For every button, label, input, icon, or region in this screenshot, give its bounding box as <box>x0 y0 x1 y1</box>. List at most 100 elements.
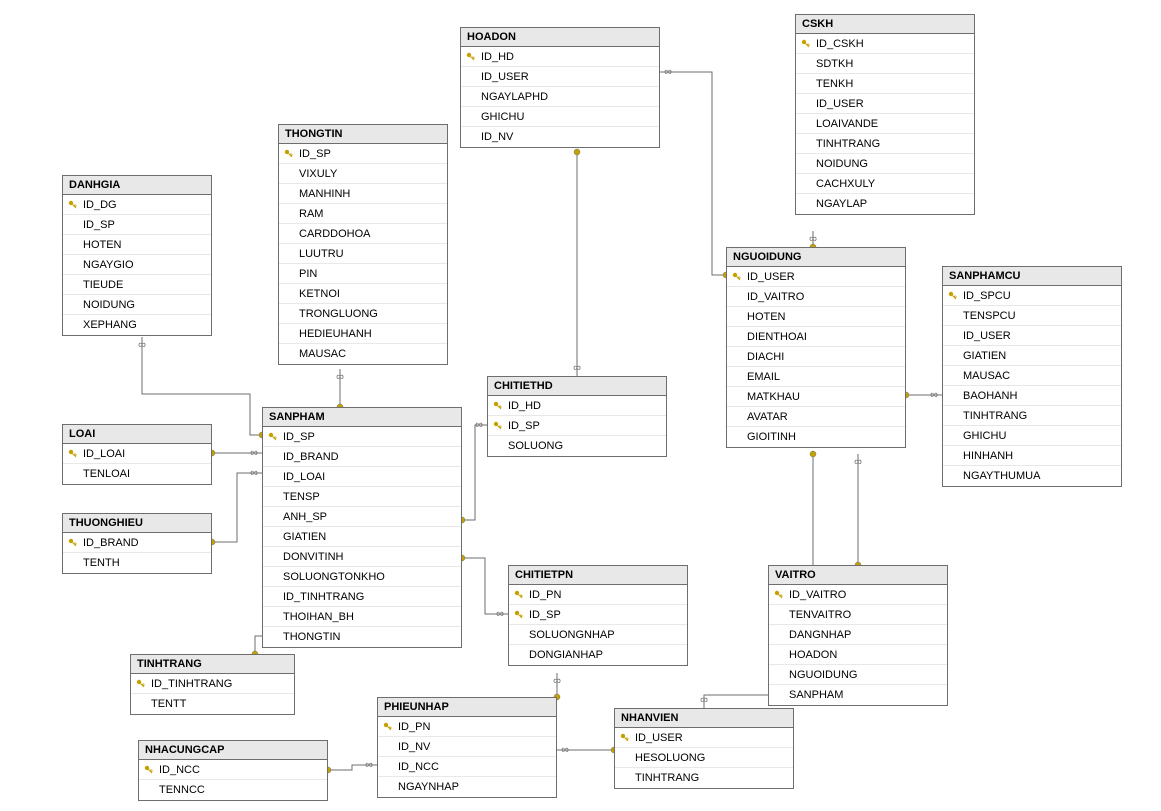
column-row[interactable]: TENKH <box>796 74 974 94</box>
column-row[interactable]: TRONGLUONG <box>279 304 447 324</box>
column-row[interactable]: DONVITINH <box>263 547 461 567</box>
table-nguoidung[interactable]: NGUOIDUNGID_USERID_VAITROHOTENDIENTHOAID… <box>726 247 906 448</box>
table-header[interactable]: TINHTRANG <box>131 655 294 674</box>
table-thuonghieu[interactable]: THUONGHIEUID_BRANDTENTH <box>62 513 212 574</box>
column-row[interactable]: DIACHI <box>727 347 905 367</box>
column-row[interactable]: NGAYLAPHD <box>461 87 659 107</box>
column-row[interactable]: ID_CSKH <box>796 34 974 54</box>
column-row[interactable]: ID_PN <box>378 717 556 737</box>
column-row[interactable]: SOLUONG <box>488 436 666 456</box>
column-row[interactable]: TIEUDE <box>63 275 211 295</box>
column-row[interactable]: ANH_SP <box>263 507 461 527</box>
column-row[interactable]: MAUSAC <box>943 366 1121 386</box>
column-row[interactable]: ID_SP <box>488 416 666 436</box>
column-row[interactable]: XEPHANG <box>63 315 211 335</box>
column-row[interactable]: ID_BRAND <box>63 533 211 553</box>
column-row[interactable]: DANGNHAP <box>769 625 947 645</box>
column-row[interactable]: CACHXULY <box>796 174 974 194</box>
column-row[interactable]: LOAIVANDE <box>796 114 974 134</box>
table-header[interactable]: SANPHAMCU <box>943 267 1121 286</box>
column-row[interactable]: THOIHAN_BH <box>263 607 461 627</box>
column-row[interactable]: ID_VAITRO <box>727 287 905 307</box>
column-row[interactable]: CARDDOHOA <box>279 224 447 244</box>
column-row[interactable]: LUUTRU <box>279 244 447 264</box>
table-header[interactable]: THONGTIN <box>279 125 447 144</box>
column-row[interactable]: VIXULY <box>279 164 447 184</box>
column-row[interactable]: TENSPCU <box>943 306 1121 326</box>
table-tinhtrang[interactable]: TINHTRANGID_TINHTRANGTENTT <box>130 654 295 715</box>
table-header[interactable]: CHITIETPN <box>509 566 687 585</box>
column-row[interactable]: BAOHANH <box>943 386 1121 406</box>
column-row[interactable]: ID_USER <box>943 326 1121 346</box>
column-row[interactable]: TENTH <box>63 553 211 573</box>
column-row[interactable]: NGAYNHAP <box>378 777 556 797</box>
column-row[interactable]: ID_NCC <box>139 760 327 780</box>
column-row[interactable]: DIENTHOAI <box>727 327 905 347</box>
column-row[interactable]: ID_SP <box>509 605 687 625</box>
column-row[interactable]: GHICHU <box>943 426 1121 446</box>
column-row[interactable]: DONGIANHAP <box>509 645 687 665</box>
column-row[interactable]: ID_NV <box>378 737 556 757</box>
table-header[interactable]: VAITRO <box>769 566 947 585</box>
table-header[interactable]: SANPHAM <box>263 408 461 427</box>
table-cskh[interactable]: CSKHID_CSKHSDTKHTENKHID_USERLOAIVANDETIN… <box>795 14 975 215</box>
column-row[interactable]: ID_PN <box>509 585 687 605</box>
column-row[interactable]: ID_DG <box>63 195 211 215</box>
column-row[interactable]: SANPHAM <box>769 685 947 705</box>
column-row[interactable]: HOTEN <box>63 235 211 255</box>
column-row[interactable]: NGAYLAP <box>796 194 974 214</box>
table-header[interactable]: HOADON <box>461 28 659 47</box>
table-nhacungcap[interactable]: NHACUNGCAPID_NCCTENNCC <box>138 740 328 801</box>
column-row[interactable]: ID_SPCU <box>943 286 1121 306</box>
table-header[interactable]: NHACUNGCAP <box>139 741 327 760</box>
column-row[interactable]: ID_HD <box>461 47 659 67</box>
column-row[interactable]: ID_HD <box>488 396 666 416</box>
column-row[interactable]: ID_VAITRO <box>769 585 947 605</box>
column-row[interactable]: ID_LOAI <box>63 444 211 464</box>
column-row[interactable]: GIATIEN <box>263 527 461 547</box>
column-row[interactable]: TENNCC <box>139 780 327 800</box>
table-vaitro[interactable]: VAITROID_VAITROTENVAITRODANGNHAPHOADONNG… <box>768 565 948 706</box>
table-header[interactable]: NHANVIEN <box>615 709 793 728</box>
column-row[interactable]: ID_BRAND <box>263 447 461 467</box>
column-row[interactable]: THONGTIN <box>263 627 461 647</box>
column-row[interactable]: ID_SP <box>63 215 211 235</box>
table-header[interactable]: DANHGIA <box>63 176 211 195</box>
table-header[interactable]: PHIEUNHAP <box>378 698 556 717</box>
table-thongtin[interactable]: THONGTINID_SPVIXULYMANHINHRAMCARDDOHOALU… <box>278 124 448 365</box>
column-row[interactable]: ID_USER <box>615 728 793 748</box>
column-row[interactable]: GIOITINH <box>727 427 905 447</box>
column-row[interactable]: TENTT <box>131 694 294 714</box>
column-row[interactable]: NOIDUNG <box>63 295 211 315</box>
table-header[interactable]: CHITIETHD <box>488 377 666 396</box>
column-row[interactable]: HOTEN <box>727 307 905 327</box>
column-row[interactable]: RAM <box>279 204 447 224</box>
column-row[interactable]: HESOLUONG <box>615 748 793 768</box>
table-loai[interactable]: LOAIID_LOAITENLOAI <box>62 424 212 485</box>
table-danhgia[interactable]: DANHGIAID_DGID_SPHOTENNGAYGIOTIEUDENOIDU… <box>62 175 212 336</box>
column-row[interactable]: EMAIL <box>727 367 905 387</box>
column-row[interactable]: TENSP <box>263 487 461 507</box>
table-chitiethd[interactable]: CHITIETHDID_HDID_SPSOLUONG <box>487 376 667 457</box>
table-header[interactable]: LOAI <box>63 425 211 444</box>
column-row[interactable]: ID_SP <box>279 144 447 164</box>
column-row[interactable]: SOLUONGNHAP <box>509 625 687 645</box>
column-row[interactable]: PIN <box>279 264 447 284</box>
table-header[interactable]: THUONGHIEU <box>63 514 211 533</box>
table-hoadon[interactable]: HOADONID_HDID_USERNGAYLAPHDGHICHUID_NV <box>460 27 660 148</box>
column-row[interactable]: ID_TINHTRANG <box>131 674 294 694</box>
table-sanpham[interactable]: SANPHAMID_SPID_BRANDID_LOAITENSPANH_SPGI… <box>262 407 462 648</box>
column-row[interactable]: GHICHU <box>461 107 659 127</box>
table-phieunhap[interactable]: PHIEUNHAPID_PNID_NVID_NCCNGAYNHAP <box>377 697 557 798</box>
column-row[interactable]: ID_LOAI <box>263 467 461 487</box>
column-row[interactable]: ID_USER <box>796 94 974 114</box>
column-row[interactable]: MAUSAC <box>279 344 447 364</box>
column-row[interactable]: SDTKH <box>796 54 974 74</box>
column-row[interactable]: NGAYTHUMUA <box>943 466 1121 486</box>
table-chitietpn[interactable]: CHITIETPNID_PNID_SPSOLUONGNHAPDONGIANHAP <box>508 565 688 666</box>
column-row[interactable]: TINHTRANG <box>796 134 974 154</box>
column-row[interactable]: NOIDUNG <box>796 154 974 174</box>
column-row[interactable]: HINHANH <box>943 446 1121 466</box>
table-header[interactable]: CSKH <box>796 15 974 34</box>
column-row[interactable]: ID_NV <box>461 127 659 147</box>
